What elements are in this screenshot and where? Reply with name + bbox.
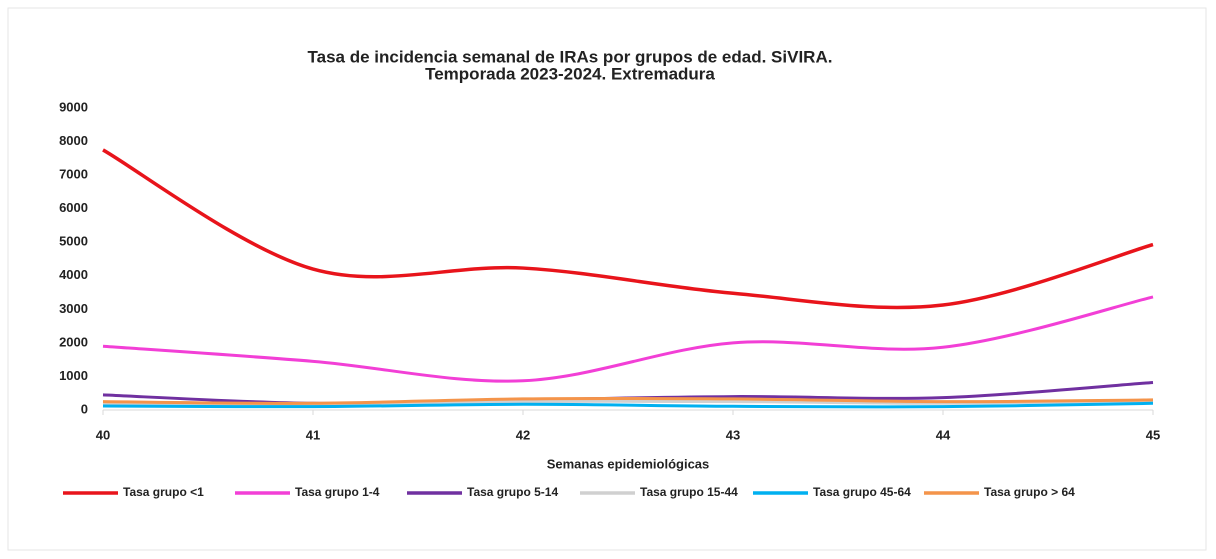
legend-label: Tasa grupo > 64 bbox=[984, 485, 1075, 499]
y-tick-label: 8000 bbox=[59, 133, 88, 148]
series-line bbox=[102, 399, 1154, 407]
chart-frame bbox=[7, 7, 1207, 551]
series-line bbox=[102, 148, 1154, 310]
y-tick-label: 3000 bbox=[59, 301, 88, 316]
y-tick-label: 9000 bbox=[59, 99, 88, 114]
y-tick-label: 5000 bbox=[59, 234, 88, 249]
x-tick-label: 41 bbox=[306, 427, 320, 442]
series-line bbox=[102, 295, 1154, 383]
y-tick-label: 6000 bbox=[59, 200, 88, 215]
legend-label: Tasa grupo <1 bbox=[123, 485, 204, 499]
x-tick-label: 40 bbox=[96, 427, 110, 442]
y-tick-label: 2000 bbox=[59, 334, 88, 349]
legend-label: Tasa grupo 15-44 bbox=[640, 485, 738, 499]
chart-title: Temporada 2023-2024. Extremadura bbox=[425, 64, 715, 83]
x-tick-label: 45 bbox=[1146, 427, 1160, 442]
series-line bbox=[102, 401, 1154, 409]
x-tick-label: 44 bbox=[936, 427, 951, 442]
y-tick-label: 0 bbox=[81, 401, 88, 416]
y-tick-label: 7000 bbox=[59, 167, 88, 182]
y-tick-label: 4000 bbox=[59, 267, 88, 282]
x-tick-label: 42 bbox=[516, 427, 530, 442]
series-line bbox=[102, 396, 1154, 405]
x-axis-label: Semanas epidemiológicas bbox=[547, 456, 710, 471]
x-tick-label: 43 bbox=[726, 427, 740, 442]
legend-label: Tasa grupo 1-4 bbox=[295, 485, 380, 499]
legend-label: Tasa grupo 45-64 bbox=[813, 485, 911, 499]
y-tick-label: 1000 bbox=[59, 368, 88, 383]
legend-label: Tasa grupo 5-14 bbox=[467, 485, 558, 499]
chart-title: Tasa de incidencia semanal de IRAs por g… bbox=[308, 47, 833, 66]
